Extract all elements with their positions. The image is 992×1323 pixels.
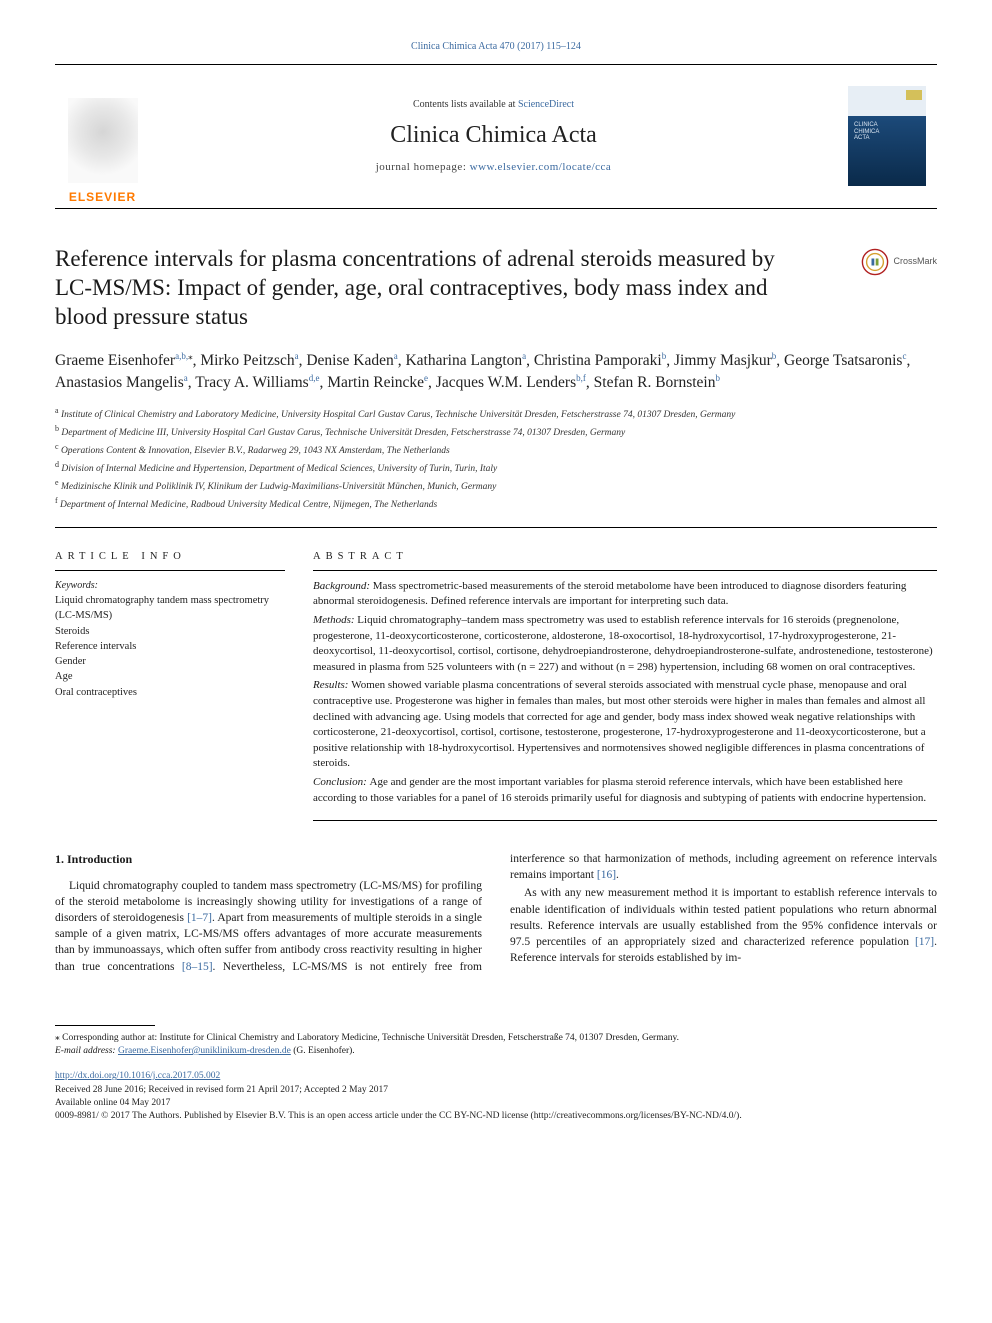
divider-rule bbox=[55, 527, 937, 528]
abstract-rule bbox=[313, 570, 937, 571]
abstract-conclusion-text: Age and gender are the most important va… bbox=[313, 776, 926, 804]
journal-homepage-line: journal homepage: www.elsevier.com/locat… bbox=[150, 160, 837, 175]
abstract-background-label: Background: bbox=[313, 580, 373, 592]
crossmark-label: CrossMark bbox=[893, 255, 937, 267]
publisher-logo-block: ELSEVIER bbox=[55, 65, 150, 208]
copyright-line: 0009-8981/ © 2017 The Authors. Published… bbox=[55, 1110, 937, 1123]
corresponding-author-text: ⁎ Corresponding author at: Institute for… bbox=[55, 1032, 937, 1045]
journal-banner: ELSEVIER Contents lists available at Sci… bbox=[55, 64, 937, 209]
author-list: Graeme Eisenhofera,b,⁎, Mirko Peitzscha,… bbox=[55, 350, 937, 395]
corresponding-author-footnote: ⁎ Corresponding author at: Institute for… bbox=[55, 1032, 937, 1059]
available-online: Available online 04 May 2017 bbox=[55, 1097, 937, 1110]
cover-thumb-text: CLINICA CHIMICA ACTA bbox=[854, 122, 879, 142]
elsevier-wordmark: ELSEVIER bbox=[69, 189, 136, 205]
ref-link-8-15[interactable]: [8–15] bbox=[182, 961, 213, 973]
contents-available-line: Contents lists available at ScienceDirec… bbox=[150, 98, 837, 112]
keywords-label: Keywords: bbox=[55, 579, 285, 593]
ref-link-16[interactable]: [16] bbox=[597, 869, 616, 881]
doi-link[interactable]: http://dx.doi.org/10.1016/j.cca.2017.05.… bbox=[55, 1071, 220, 1081]
article-title: Reference intervals for plasma concentra… bbox=[55, 244, 937, 332]
intro-p1-text-d: . bbox=[616, 869, 619, 881]
journal-title: Clinica Chimica Acta bbox=[150, 119, 837, 151]
email-label: E-mail address: bbox=[55, 1046, 118, 1056]
intro-p2-text-a: As with any new measurement method it is… bbox=[510, 887, 937, 947]
contents-prefix: Contents lists available at bbox=[413, 99, 518, 110]
ref-link-17[interactable]: [17] bbox=[915, 936, 934, 948]
doi-history-block: http://dx.doi.org/10.1016/j.cca.2017.05.… bbox=[55, 1070, 937, 1123]
introduction-heading: 1. Introduction bbox=[55, 851, 482, 868]
abstract-results-text: Women showed variable plasma concentrati… bbox=[313, 679, 926, 769]
article-history: Received 28 June 2016; Received in revis… bbox=[55, 1084, 937, 1097]
homepage-prefix: journal homepage: bbox=[376, 161, 470, 173]
journal-homepage-link[interactable]: www.elsevier.com/locate/cca bbox=[470, 161, 612, 173]
ref-link-1-7[interactable]: [1–7] bbox=[187, 912, 212, 924]
email-tail: (G. Eisenhofer). bbox=[291, 1046, 355, 1056]
abstract-bottom-rule bbox=[313, 820, 937, 821]
crossmark-icon bbox=[861, 248, 889, 276]
corresponding-email-link[interactable]: Graeme.Eisenhofer@uniklinikum-dresden.de bbox=[118, 1046, 291, 1056]
abstract-methods-label: Methods: bbox=[313, 614, 357, 626]
article-info-rule bbox=[55, 570, 285, 571]
affiliation-list: a Institute of Clinical Chemistry and La… bbox=[55, 405, 937, 513]
sciencedirect-link[interactable]: ScienceDirect bbox=[518, 99, 574, 110]
keywords-list: Liquid chromatography tandem mass spectr… bbox=[55, 593, 285, 700]
abstract-conclusion-label: Conclusion: bbox=[313, 776, 370, 788]
abstract-methods-text: Liquid chromatography–tandem mass spectr… bbox=[313, 614, 933, 673]
abstract-background-text: Mass spectrometric-based measurements of… bbox=[313, 580, 906, 608]
crossmark-badge[interactable]: CrossMark bbox=[861, 248, 937, 276]
abstract-results-label: Results: bbox=[313, 679, 351, 691]
elsevier-tree-icon bbox=[68, 98, 138, 183]
footnote-separator bbox=[55, 1025, 155, 1026]
intro-paragraph-2: As with any new measurement method it is… bbox=[510, 885, 937, 965]
journal-cover-thumbnail: CLINICA CHIMICA ACTA bbox=[848, 86, 926, 186]
abstract-heading: ABSTRACT bbox=[313, 550, 937, 564]
abstract-body: Background: Mass spectrometric-based mea… bbox=[313, 579, 937, 807]
article-info-heading: ARTICLE INFO bbox=[55, 550, 285, 564]
running-citation: Clinica Chimica Acta 470 (2017) 115–124 bbox=[55, 40, 937, 54]
